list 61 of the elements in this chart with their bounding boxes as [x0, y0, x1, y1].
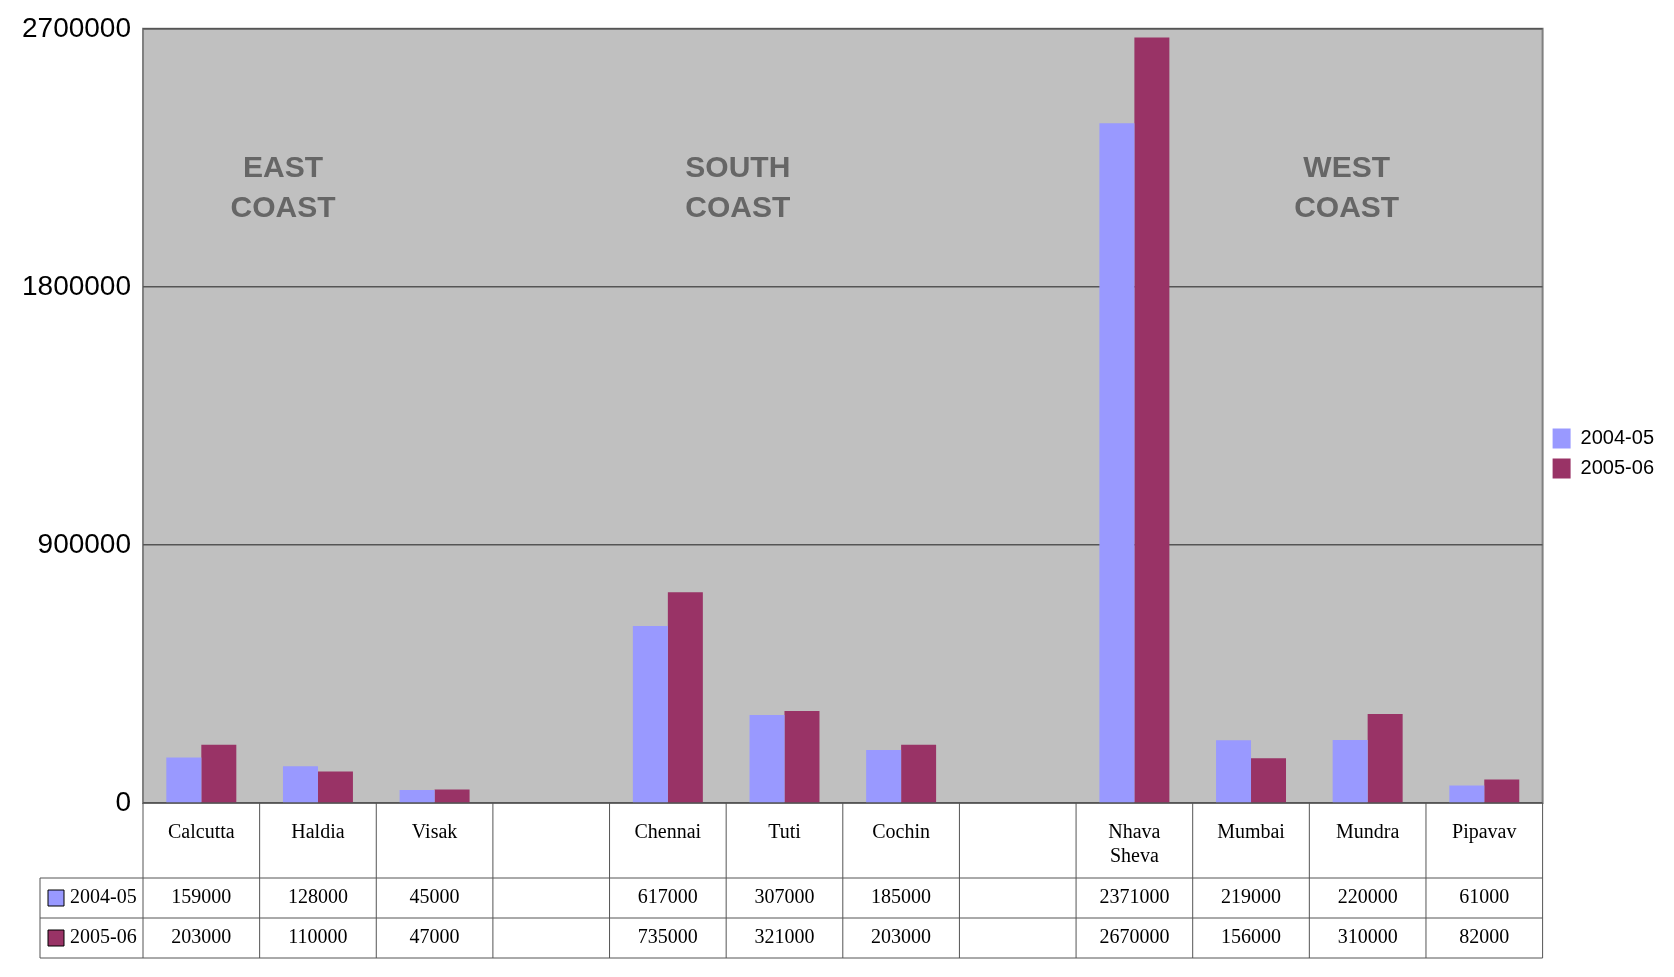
data-label: 128000 — [287, 885, 348, 908]
bar — [282, 766, 318, 803]
bar — [1332, 739, 1368, 803]
bar — [784, 710, 820, 803]
bar — [1449, 785, 1485, 803]
bar — [1216, 740, 1252, 803]
x-tick-label: Haldia — [291, 820, 345, 843]
data-label: 82000 — [1459, 925, 1510, 948]
bar — [667, 592, 703, 803]
data-label: 219000 — [1221, 885, 1282, 908]
data-label: 735000 — [637, 925, 698, 948]
data-label: 2670000 — [1099, 925, 1170, 948]
annotation: WEST COAST — [1294, 150, 1400, 224]
data-label: 159000 — [171, 885, 232, 908]
x-tick-label: Nhava Sheva — [1108, 820, 1161, 867]
bar — [434, 789, 470, 803]
bar — [901, 744, 937, 803]
x-tick-label: Calcutta — [168, 820, 235, 843]
bar — [866, 749, 902, 803]
bar — [1367, 714, 1403, 803]
y-tick-label: 2700000 — [21, 11, 132, 43]
x-tick-label: Tuti — [768, 820, 802, 843]
annotation: EAST COAST — [230, 150, 336, 224]
text: 2004-05 — [1580, 426, 1655, 449]
bar — [1251, 758, 1287, 803]
data-label: 307000 — [754, 885, 815, 908]
data-label: 2371000 — [1099, 885, 1170, 908]
bar — [166, 757, 202, 803]
data-label: 185000 — [871, 885, 932, 908]
x-tick-label: Chennai — [634, 820, 702, 843]
y-tick-label: 0 — [115, 785, 132, 817]
data-label: 156000 — [1221, 925, 1282, 948]
x-tick-label: Cochin — [872, 820, 931, 843]
legend-label: 2004-05 — [70, 885, 137, 908]
x-tick-label: Pipavav — [1452, 820, 1517, 844]
bar — [1484, 779, 1520, 803]
data-label: 110000 — [288, 925, 348, 948]
data-label: 310000 — [1337, 925, 1398, 948]
bar — [201, 744, 237, 803]
annotation: SOUTH COAST — [685, 150, 791, 224]
y-tick-label: 1800000 — [21, 269, 132, 301]
data-label: 321000 — [754, 925, 815, 948]
y-tick-label: 900000 — [37, 527, 132, 559]
data-label: 61000 — [1459, 885, 1510, 908]
x-tick-label: Visak — [411, 820, 458, 843]
x-tick-label: Mumbai — [1217, 820, 1286, 843]
bar — [317, 771, 353, 803]
data-label: 47000 — [409, 925, 460, 948]
text: 2005-06 — [70, 925, 137, 948]
data-label: 220000 — [1337, 885, 1398, 908]
data-label: 45000 — [409, 885, 460, 908]
bar — [1134, 37, 1170, 803]
bar — [632, 626, 668, 803]
legend-label: 2005-06 — [1580, 456, 1655, 479]
data-label: 203000 — [871, 925, 932, 948]
bar — [1099, 123, 1135, 803]
x-tick-label: Mundra — [1335, 820, 1400, 843]
data-label: 203000 — [171, 925, 232, 948]
bar — [399, 790, 435, 803]
data-label: 617000 — [637, 885, 698, 908]
bar — [749, 714, 785, 803]
